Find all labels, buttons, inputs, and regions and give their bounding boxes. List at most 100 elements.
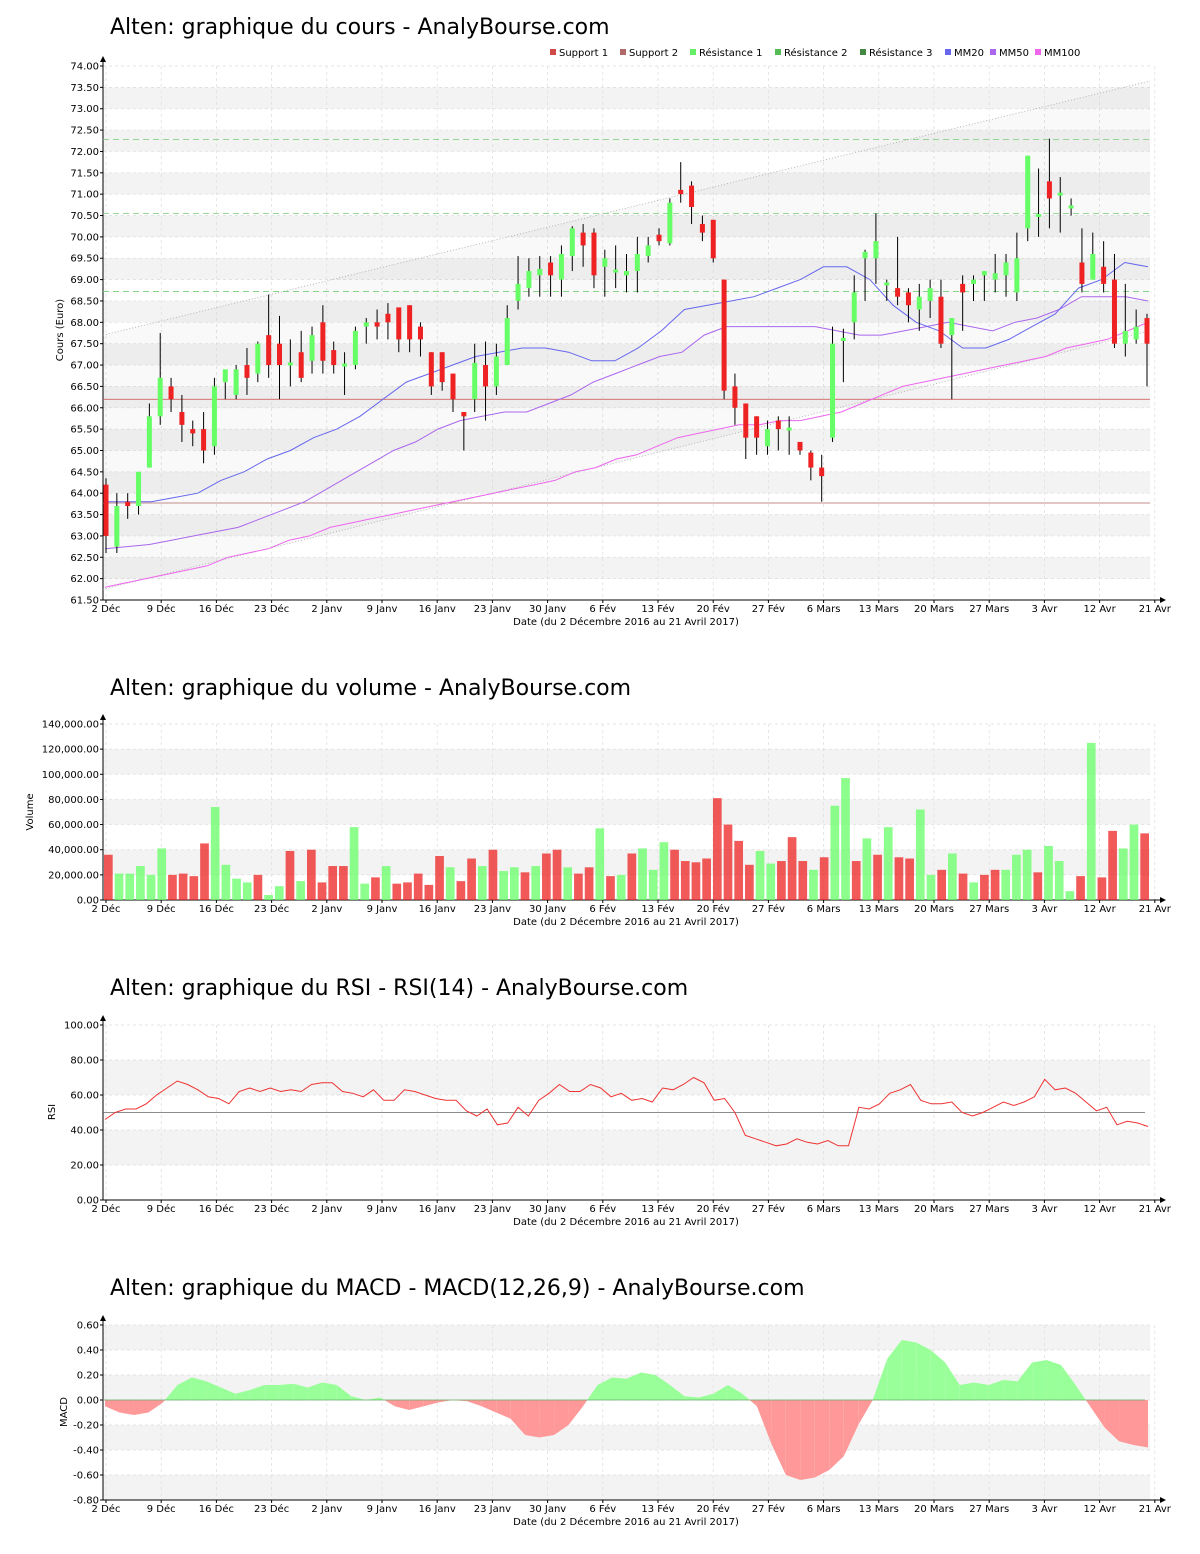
price-band (103, 557, 1150, 579)
volume-bar (798, 861, 808, 900)
candle-body-up (569, 228, 575, 257)
macd-area-positive (698, 1393, 714, 1400)
volume-ytick-label: 40,000.00 (48, 845, 99, 856)
volume-bar (285, 850, 295, 900)
macd-area-positive (165, 1385, 178, 1400)
volume-bar (659, 842, 669, 900)
macd-area-negative (423, 1400, 439, 1407)
candle-body-down (103, 484, 109, 536)
candle-body-up (493, 356, 499, 387)
volume-bar (1054, 861, 1064, 900)
volume-xtick-label: 21 Avr (1139, 904, 1172, 915)
price-x-arrow (1160, 597, 1166, 603)
macd-xtick-label: 6 Mars (807, 1504, 841, 1515)
rsi-xtick-label: 9 Déc (147, 1203, 176, 1215)
macd-area-positive (930, 1350, 946, 1400)
volume-bar (937, 869, 947, 900)
macd-area-negative (771, 1400, 786, 1475)
candle-body-up (1133, 326, 1139, 340)
macd-area-negative (510, 1400, 526, 1435)
volume-ylabel: Volume (25, 793, 36, 830)
macd-xtick-label: 23 Janv (474, 1504, 511, 1515)
volume-bar (1108, 830, 1117, 900)
volume-ytick-label: 80,000.00 (48, 795, 99, 806)
candle-body-up (786, 427, 792, 431)
volume-xtick-label: 6 Fév (589, 903, 616, 915)
macd-area-negative (133, 1400, 149, 1415)
macd-ytick-label: -0.80 (73, 1496, 99, 1507)
candle-body-down (580, 232, 586, 246)
macd-area-negative (105, 1400, 120, 1413)
candle-body-up (764, 429, 770, 447)
volume-bar (958, 873, 968, 900)
macd-area-negative (1085, 1400, 1091, 1407)
macd-area-negative (394, 1400, 410, 1410)
macd-area-positive (307, 1382, 323, 1400)
candle-body-up (526, 271, 532, 289)
candle-body-down (699, 224, 705, 233)
volume-bar (445, 867, 455, 900)
candle-body-down (417, 326, 423, 340)
macd-area-positive (235, 1390, 250, 1400)
volume-bar (1033, 872, 1043, 900)
rsi-xtick-label: 27 Mars (969, 1204, 1009, 1215)
volume-bar (915, 809, 925, 900)
rsi-xtick-label: 27 Fév (752, 1203, 785, 1215)
rsi-ytick-label: 40.00 (70, 1126, 99, 1137)
volume-xtick-label: 2 Déc (92, 903, 121, 915)
volume-bar (595, 828, 605, 900)
candle-body-up (504, 318, 510, 366)
macd-area-negative (785, 1400, 801, 1480)
legend-swatch-support1 (550, 49, 556, 55)
price-xtick-label: 21 Avr (1139, 604, 1172, 615)
volume-bar (328, 866, 338, 900)
macd-area-positive (974, 1382, 989, 1400)
macd-band (103, 1325, 1150, 1350)
volume-chart: 140,000.00 120,000.00 100,000.00 80,000.00 6… (42, 714, 1172, 915)
volume-xtick-label: 9 Janv (367, 904, 398, 915)
macd-area-positive (959, 1382, 975, 1400)
candle-body-down (450, 373, 456, 400)
volume-bar (648, 869, 658, 900)
price-ytick-label: 61.50 (70, 596, 99, 607)
macd-area-negative (539, 1400, 555, 1438)
volume-bar (980, 874, 989, 900)
price-chart: 74.00 73.50 73.00 72.50 72.00 71.50 71.00 70.50… (70, 56, 1172, 615)
candle-body-down (331, 350, 337, 366)
candle-body-up (136, 471, 142, 507)
volume-bar (777, 861, 786, 900)
macd-area-negative (554, 1400, 569, 1435)
legend-swatch-resistance3 (860, 49, 866, 55)
macd-area-positive (249, 1385, 265, 1400)
candle-body-up (1025, 155, 1031, 229)
volume-bar (360, 883, 370, 900)
candle-body-down (179, 412, 185, 425)
rsi-xtick-label: 2 Déc (92, 1203, 121, 1215)
macd-area-positive (727, 1385, 743, 1400)
volume-bar (616, 874, 626, 900)
rsi-line (104, 1076, 1149, 1147)
price-xtick-label: 9 Déc (147, 603, 176, 615)
price-xtick-label: 27 Fév (752, 603, 785, 615)
price-band (103, 87, 1150, 109)
candle-body-down (396, 307, 402, 340)
legend-label: Résistance 1 (699, 47, 762, 59)
candle-body-down (1079, 262, 1085, 284)
candle-body-up (602, 258, 608, 267)
price-xtick-label: 13 Mars (859, 604, 899, 615)
macd-area-positive (191, 1377, 207, 1400)
price-ytick-label: 72.50 (70, 126, 99, 137)
volume-bar (189, 876, 199, 900)
price-ytick-label: 65.50 (70, 425, 99, 436)
macd-area-negative (814, 1400, 830, 1478)
volume-ytick-label: 0.00 (77, 896, 99, 907)
candle-body-up (1057, 192, 1063, 196)
candle-body-up (1003, 262, 1009, 276)
volume-bar (296, 881, 305, 900)
macd-area-positive (365, 1397, 381, 1400)
volume-ytick-label: 20,000.00 (48, 870, 99, 881)
macd-area-positive (872, 1358, 888, 1400)
candle-body-down (244, 365, 250, 378)
macd-area-positive (655, 1375, 670, 1400)
